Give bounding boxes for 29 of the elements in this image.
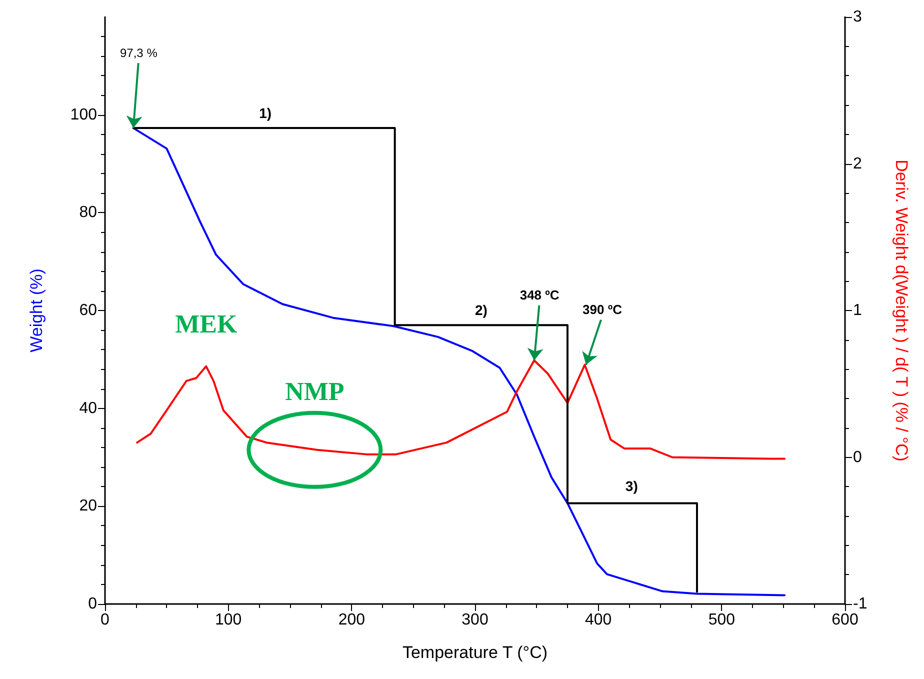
x-tick-label: 400 xyxy=(584,612,612,628)
annotation: 1) xyxy=(259,105,272,122)
y-tick-label: 100 xyxy=(70,106,98,124)
x-tick-label: 600 xyxy=(832,612,858,628)
y-tick-label: 20 xyxy=(79,498,98,515)
y-tick-label: 0 xyxy=(88,596,98,612)
x-tick-label: 500 xyxy=(708,612,736,628)
x-tick-label: 100 xyxy=(214,612,242,628)
annotation: 3) xyxy=(625,478,638,494)
y2-tick-label: 3 xyxy=(853,8,862,26)
y2-tick-label: -1 xyxy=(853,596,868,612)
y2-tick-label: 2 xyxy=(853,155,862,172)
annotation: 390 ºC xyxy=(582,302,623,318)
y-tick-label: 80 xyxy=(79,204,98,222)
x-tick-label: 0 xyxy=(100,612,110,628)
annotation: 348 ºC xyxy=(520,287,560,302)
x-tick-label: 300 xyxy=(462,612,488,628)
y-tick-label: 60 xyxy=(79,302,98,319)
annotation: NMP xyxy=(285,376,344,406)
y2-tick-label: 0 xyxy=(853,448,862,466)
annotation: 97,3 % xyxy=(120,46,158,60)
y2-tick-label: 1 xyxy=(853,302,862,319)
annotation: MEK xyxy=(175,309,238,338)
annotation: 2) xyxy=(474,302,488,318)
x-tick-label: 200 xyxy=(338,612,366,628)
x-axis-title: Temperature T (°C) xyxy=(402,643,548,662)
y-tick-label: 40 xyxy=(79,400,98,417)
y-axis-title: Weight (%) xyxy=(27,268,46,352)
y2-axis-title: Deriv. Weight d(Weight ) / d( T ) (% / °C) xyxy=(892,160,911,462)
